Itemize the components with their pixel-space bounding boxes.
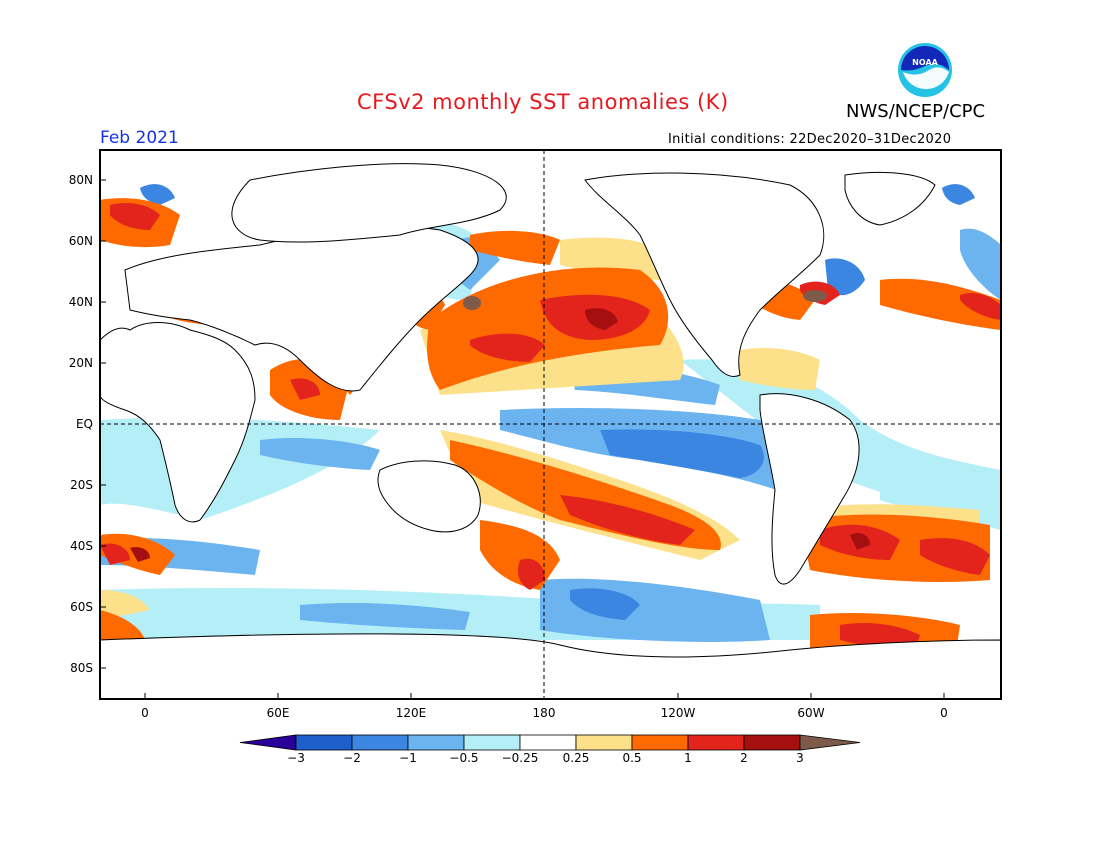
lat-label: 20N <box>68 356 93 370</box>
lat-label: 80S <box>70 661 93 675</box>
lat-label: 60S <box>70 600 93 614</box>
colorbar-swatch <box>743 734 801 751</box>
lon-label: 180 <box>532 706 556 720</box>
colorbar-swatch <box>463 734 521 751</box>
colorbar-tick-label: 0.25 <box>562 751 590 765</box>
colorbar-swatch <box>407 734 465 751</box>
colorbar-tick-label: 1 <box>684 751 692 765</box>
chart-title: CFSv2 monthly SST anomalies (K) <box>357 90 729 114</box>
lat-label: 40S <box>70 539 93 553</box>
colorbar-min-arrow <box>239 734 297 751</box>
colorbar-swatch <box>519 734 577 751</box>
extreme-warm-patches <box>130 308 870 562</box>
colorbar-swatch <box>631 734 689 751</box>
lon-label: 60W <box>797 706 825 720</box>
colorbar-tick-label: −0.5 <box>449 751 479 765</box>
svg-text:NOAA: NOAA <box>912 58 938 67</box>
colorbar-tick-label: −0.25 <box>501 751 539 765</box>
colorbar-tick-label: −2 <box>343 751 361 765</box>
map-frame <box>99 149 1002 700</box>
strong-cool-patches <box>140 184 975 620</box>
lat-label: 60N <box>68 234 93 248</box>
forecast-month: Feb 2021 <box>100 128 179 148</box>
lon-label: 120E <box>395 706 427 720</box>
colorbar-swatch <box>575 734 633 751</box>
noaa-logo-icon: NOAA <box>898 43 952 97</box>
lat-label: 20S <box>70 478 93 492</box>
colorbar-swatch <box>351 734 409 751</box>
lon-label: 120W <box>660 706 696 720</box>
colorbar-tick-label: −1 <box>399 751 417 765</box>
agency-label: NWS/NCEP/CPC <box>846 101 986 122</box>
colorbar-max-arrow <box>799 734 861 751</box>
lon-label: 60E <box>266 706 290 720</box>
above-3-patches <box>463 290 827 310</box>
lon-label: 0 <box>141 706 149 720</box>
colorbar-swatch <box>687 734 745 751</box>
colorbar-swatch <box>295 734 353 751</box>
lat-label: 80N <box>68 173 93 187</box>
lat-label: 40N <box>68 295 93 309</box>
colorbar-tick-label: 2 <box>740 751 748 765</box>
continents <box>100 163 1001 699</box>
colorbar-tick-label: −3 <box>287 751 305 765</box>
colorbar-tick-label: 0.5 <box>622 751 642 765</box>
colorbar-tick-label: 3 <box>796 751 804 765</box>
lon-label: 0 <box>940 706 948 720</box>
axis-ticks <box>100 179 945 699</box>
lat-label: EQ <box>75 417 93 431</box>
initial-conditions: Initial conditions: 22Dec2020–31Dec2020 <box>668 132 952 147</box>
